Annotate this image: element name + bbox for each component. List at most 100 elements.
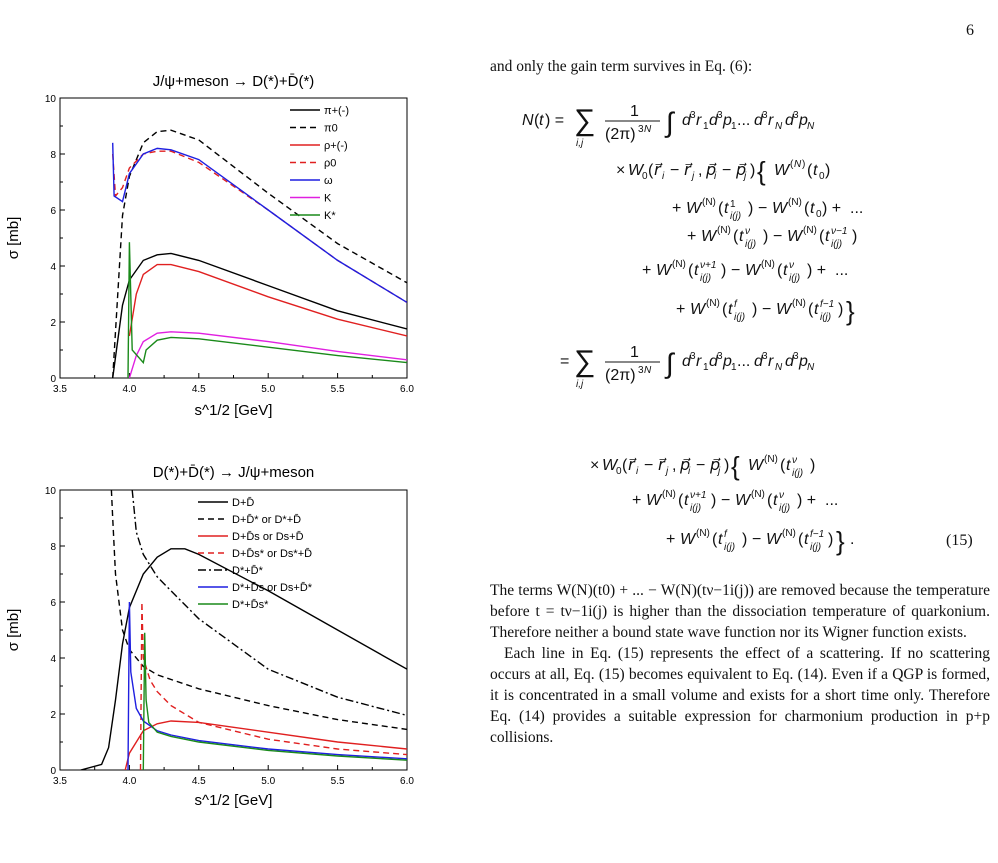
svg-text:p: p bbox=[798, 112, 808, 129]
svg-text:∑: ∑ bbox=[574, 345, 595, 378]
svg-text:(: ( bbox=[808, 301, 814, 318]
svg-text:3: 3 bbox=[793, 351, 799, 362]
chart-title: D(*)+D̄(*) → J/ψ+meson bbox=[153, 464, 315, 481]
series-line bbox=[127, 601, 407, 770]
svg-text:(: ( bbox=[790, 159, 794, 170]
svg-text:−: − bbox=[722, 162, 731, 179]
svg-text:3: 3 bbox=[793, 110, 799, 121]
chart-title: J/ψ+meson → D(*)+D̄(*) bbox=[153, 73, 315, 90]
svg-text:f: f bbox=[734, 299, 738, 310]
svg-text:): ) bbox=[750, 162, 755, 179]
paragraph-1: The terms W(N)(t0) + ... − W(N)(tν−1i(j)… bbox=[490, 582, 990, 641]
x-axis-label: s^1/2 [GeV] bbox=[195, 402, 273, 419]
svg-text:(: ( bbox=[534, 112, 540, 129]
svg-text:+: + bbox=[676, 301, 685, 318]
svg-text:) +: ) + bbox=[822, 200, 841, 217]
legend-label: K bbox=[324, 193, 332, 205]
svg-text:(N): (N) bbox=[702, 197, 716, 208]
svg-text:p⃗: p⃗ bbox=[709, 457, 721, 474]
svg-text:j: j bbox=[742, 171, 747, 182]
legend-label: D+D̄ bbox=[232, 496, 254, 509]
svg-text:0: 0 bbox=[642, 171, 648, 182]
svg-text:i(j): i(j) bbox=[724, 542, 735, 553]
svg-text:=: = bbox=[560, 353, 569, 370]
svg-text:−: − bbox=[762, 301, 771, 318]
chart-top: J/ψ+meson → D(*)+D̄(*) 3.5 4.0 4.5 5.0 5.5 6.0… bbox=[0, 60, 460, 445]
svg-text:r⃗: r⃗ bbox=[684, 162, 693, 179]
plot-frame bbox=[59, 97, 408, 379]
svg-text:): ) bbox=[711, 492, 716, 509]
intro-text: and only the gain term survives in Eq. (… bbox=[490, 58, 753, 75]
svg-text:t: t bbox=[813, 162, 818, 179]
svg-text:d: d bbox=[709, 112, 719, 129]
svg-text:(2π): (2π) bbox=[605, 367, 636, 384]
svg-text:(: ( bbox=[798, 531, 804, 548]
svg-text:p: p bbox=[722, 353, 732, 370]
svg-text:d: d bbox=[785, 353, 795, 370]
svg-text:j: j bbox=[716, 466, 721, 477]
svg-text:...: ... bbox=[835, 262, 848, 279]
svg-text:W: W bbox=[701, 228, 718, 245]
svg-text:−: − bbox=[752, 531, 761, 548]
svg-text:): ) bbox=[828, 531, 833, 548]
x-tick-label: 5.5 bbox=[331, 776, 345, 787]
svg-text:N: N bbox=[522, 112, 534, 129]
svg-text:×: × bbox=[590, 457, 599, 474]
svg-text:p: p bbox=[722, 112, 732, 129]
svg-text:3: 3 bbox=[690, 110, 696, 121]
x-tick-label: 3.5 bbox=[53, 384, 67, 395]
text-column: and only the gain term survives in Eq. (… bbox=[490, 56, 990, 77]
svg-text:W: W bbox=[628, 162, 645, 179]
svg-text:j: j bbox=[664, 466, 669, 477]
svg-text:) +: ) + bbox=[807, 262, 826, 279]
y-tick-label: 8 bbox=[50, 150, 56, 161]
svg-text:t: t bbox=[724, 200, 729, 217]
svg-text:W: W bbox=[680, 531, 697, 548]
svg-text:N: N bbox=[644, 124, 652, 135]
y-tick-label: 10 bbox=[45, 94, 57, 105]
svg-text:...: ... bbox=[850, 200, 863, 217]
svg-text:t: t bbox=[728, 301, 733, 318]
svg-text:3: 3 bbox=[762, 351, 768, 362]
svg-text:t: t bbox=[694, 262, 699, 279]
y-axis-label: σ [mb] bbox=[5, 609, 22, 652]
svg-text:3: 3 bbox=[638, 365, 644, 376]
svg-text:): ) bbox=[724, 457, 729, 474]
svg-text:(N): (N) bbox=[696, 528, 710, 539]
svg-text:d: d bbox=[682, 353, 692, 370]
svg-text:f: f bbox=[724, 529, 728, 540]
svg-text:d: d bbox=[709, 353, 719, 370]
svg-text:(: ( bbox=[807, 162, 813, 179]
x-tick-label: 5.5 bbox=[331, 384, 345, 395]
svg-text:0: 0 bbox=[616, 466, 622, 477]
svg-text:.: . bbox=[850, 531, 854, 548]
x-tick-label: 4.5 bbox=[192, 384, 206, 395]
svg-text:(N): (N) bbox=[717, 225, 731, 236]
svg-text:i: i bbox=[688, 466, 691, 477]
svg-text:t: t bbox=[825, 228, 830, 245]
svg-text:(: ( bbox=[688, 262, 694, 279]
svg-text:0: 0 bbox=[816, 209, 822, 220]
equation-number: (15) bbox=[946, 532, 973, 549]
svg-text:r⃗: r⃗ bbox=[628, 457, 637, 474]
svg-text:ν: ν bbox=[792, 455, 797, 466]
svg-text:(: ( bbox=[777, 262, 783, 279]
svg-text:3: 3 bbox=[638, 124, 644, 135]
body-text: The terms W(N)(t0) + ... − W(N)(tν−1i(j)… bbox=[490, 580, 990, 748]
svg-text:(N): (N) bbox=[706, 298, 720, 309]
y-tick-label: 2 bbox=[50, 710, 56, 721]
svg-text:): ) bbox=[748, 200, 753, 217]
svg-text:(: ( bbox=[722, 301, 728, 318]
series-line bbox=[112, 150, 407, 303]
svg-text:(: ( bbox=[780, 457, 786, 474]
chart-bottom: D(*)+D̄(*) → J/ψ+meson 3.5 4.0 4.5 5.0 5.5 6.0… bbox=[0, 455, 460, 855]
svg-text:t: t bbox=[539, 112, 544, 129]
svg-text:(N): (N) bbox=[788, 197, 802, 208]
x-tick-label: 3.5 bbox=[53, 776, 67, 787]
svg-text:p⃗: p⃗ bbox=[705, 162, 717, 179]
svg-text:i,j: i,j bbox=[576, 379, 584, 390]
svg-text:t: t bbox=[804, 531, 809, 548]
svg-text:t: t bbox=[773, 492, 778, 509]
svg-text:(: ( bbox=[804, 200, 810, 217]
series-line bbox=[127, 242, 407, 378]
